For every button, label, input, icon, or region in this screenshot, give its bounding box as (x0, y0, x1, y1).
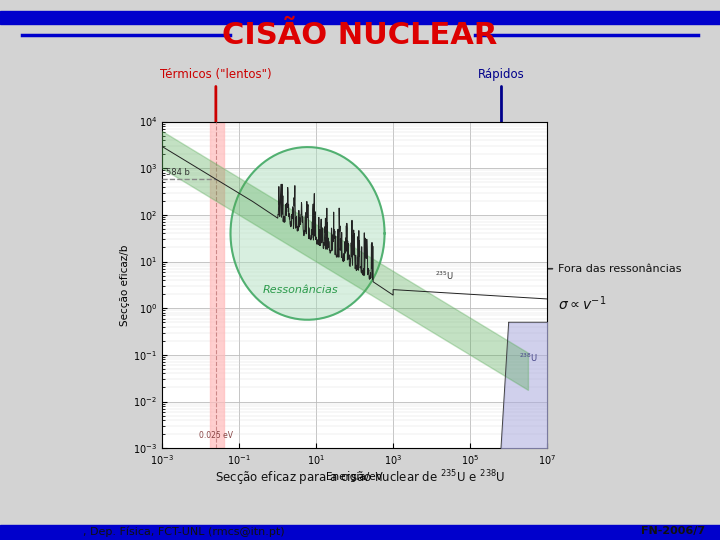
Bar (210, 122, 224, 448)
Text: Fora das ressonâncias: Fora das ressonâncias (487, 264, 682, 274)
Bar (0, 525, 720, 540)
Text: $^{235}$U: $^{235}$U (435, 269, 454, 282)
Text: FN-2006/7: FN-2006/7 (642, 526, 706, 536)
Y-axis label: Secção eficaz/b: Secção eficaz/b (120, 244, 130, 326)
Text: 584 b: 584 b (166, 168, 190, 178)
Text: Secção eficaz para a cisão nuclear de $^{235}$U e $^{238}$U: Secção eficaz para a cisão nuclear de $^… (215, 468, 505, 488)
Text: R.C. da Silva: R.C. da Silva (14, 526, 93, 536)
Text: Térmicos ("lentos"): Térmicos ("lentos") (160, 68, 271, 81)
Text: , Dep. Física, FCT-UNL (rmcs@itn.pt): , Dep. Física, FCT-UNL (rmcs@itn.pt) (83, 526, 284, 537)
Text: CISÃO NUCLEAR: CISÃO NUCLEAR (222, 21, 498, 50)
Text: 0.025 eV: 0.025 eV (199, 431, 233, 440)
Text: Rápidos: Rápidos (478, 68, 525, 81)
X-axis label: Energia/eV: Energia/eV (326, 472, 383, 482)
Text: Ressonâncias: Ressonâncias (263, 285, 338, 295)
Polygon shape (230, 147, 384, 320)
Text: $\sigma \propto v^{-1}$: $\sigma \propto v^{-1}$ (558, 294, 606, 313)
Text: $^{238}$U: $^{238}$U (518, 352, 537, 364)
Bar (0, 11, 720, 24)
